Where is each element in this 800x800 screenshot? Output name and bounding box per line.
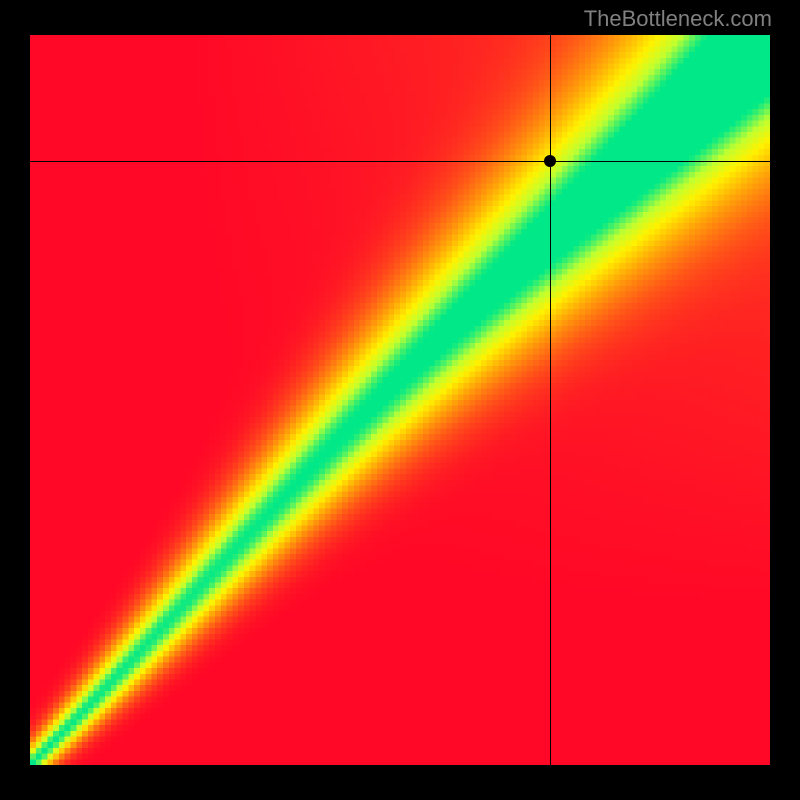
attribution-label: TheBottleneck.com: [584, 6, 772, 32]
crosshair-horizontal: [30, 161, 770, 162]
heatmap-plot: [30, 35, 770, 765]
heatmap-canvas: [30, 35, 770, 765]
crosshair-vertical: [550, 35, 551, 765]
crosshair-marker: [544, 155, 556, 167]
